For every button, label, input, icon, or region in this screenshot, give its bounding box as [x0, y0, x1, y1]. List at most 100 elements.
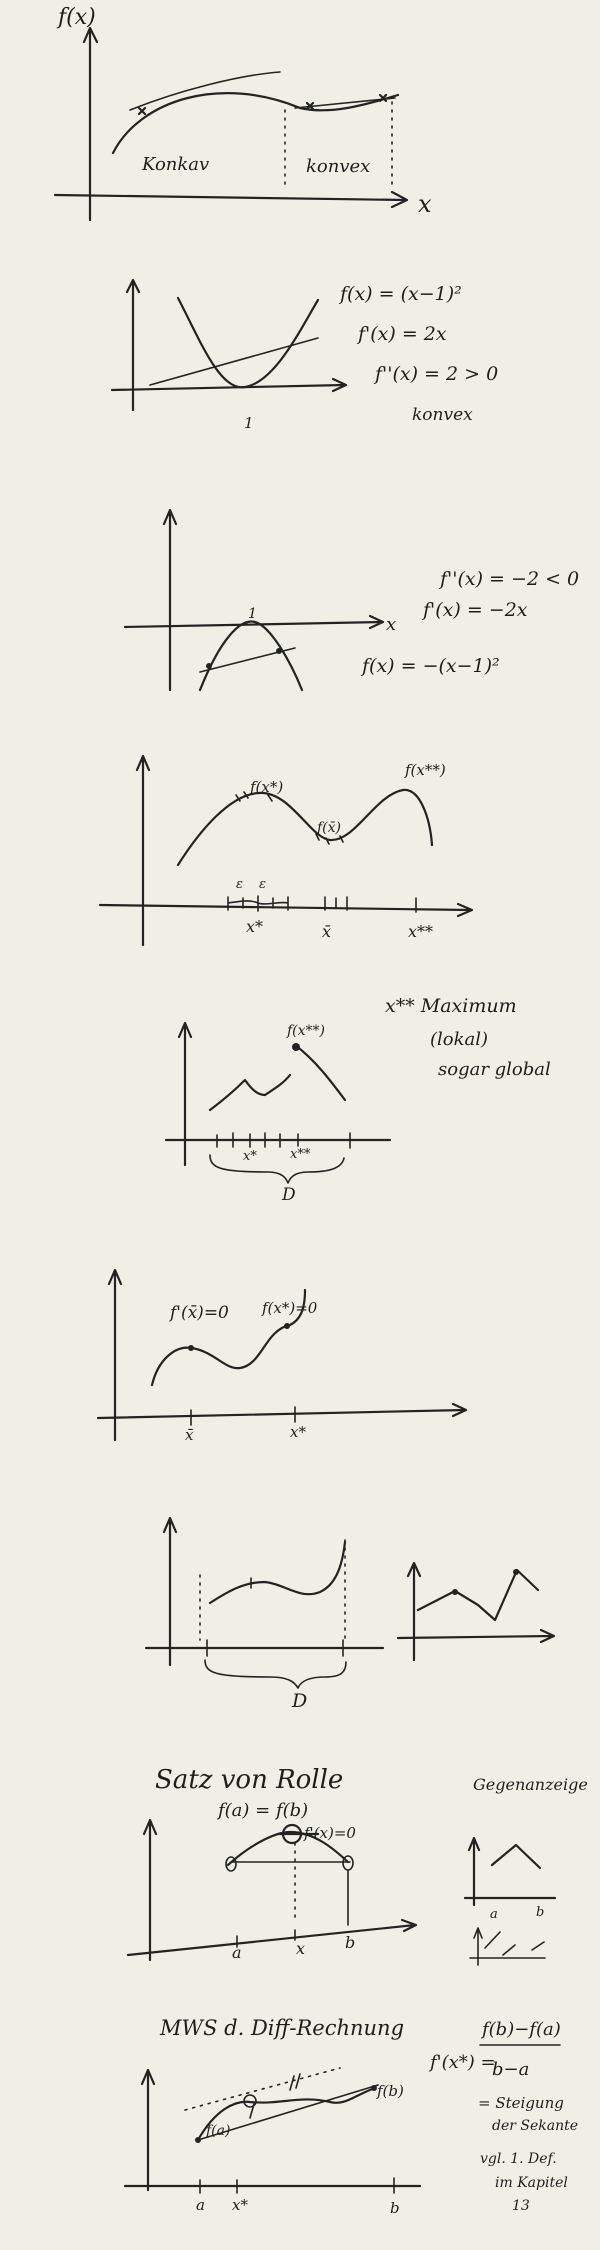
equation-f: f(x) = (x−1)² — [338, 283, 462, 305]
panel-mittelwertsatz: MWS d. Diff-Rechnung f'(x*) = f(b)−f(a) … — [123, 2016, 578, 2217]
panel-parabola-konvex: 1 f(x) = (x−1)² f'(x) = 2x f''(x) = 2 > … — [110, 278, 498, 432]
panel-rolle: Satz von Rolle f(a) = f(b) a x b f'(x)=0… — [126, 1765, 588, 1966]
label-f-xstarstar: f(x**) — [404, 761, 446, 779]
note-maximum: x** Maximum — [385, 995, 517, 1017]
label-xstar: x* — [246, 917, 263, 936]
y-axis — [82, 26, 99, 222]
axis-ticks — [199, 2177, 395, 2194]
curve-f — [111, 92, 400, 155]
title-gegenanzeige: Gegenanzeige — [473, 1775, 588, 1794]
side-y-axis — [406, 1561, 422, 1662]
domain-brace — [209, 1154, 345, 1184]
y-axis — [107, 1268, 123, 1442]
curve — [150, 1288, 307, 1387]
side-point — [513, 1569, 519, 1575]
label-epsilon-right: ε — [259, 877, 266, 892]
label-domain: D — [281, 1185, 296, 1205]
label-xstarstar: x** — [290, 1147, 311, 1162]
point-marker — [206, 663, 212, 669]
title-satz-von-rolle: Satz von Rolle — [155, 1765, 343, 1795]
panel-parabola-konkav: 1 x f''(x) = −2 < 0 f'(x) = −2x f(x) = −… — [123, 508, 579, 692]
y-axis-label: f(x) — [56, 5, 96, 30]
point-a — [195, 2137, 201, 2143]
x-axis-label: x — [418, 190, 432, 218]
x-axis-label: x — [386, 614, 396, 635]
marks — [206, 1577, 344, 1657]
x-axis — [98, 902, 474, 918]
note-lokal: (lokal) — [430, 1029, 488, 1050]
label-fb: f(b) — [376, 2082, 404, 2100]
y-axis — [135, 754, 151, 947]
label-b: b — [390, 2199, 400, 2217]
label-f-prime-zero: f'(x̄)=0 — [168, 1303, 229, 1323]
point-b — [371, 2085, 377, 2091]
note-steigung: = Steigung — [478, 2094, 564, 2112]
counter-example-2 — [469, 1927, 546, 1966]
parallel-marks — [249, 2073, 301, 2119]
y-axis — [162, 1516, 178, 1667]
max-point — [292, 1043, 300, 1051]
counter-y-axis — [467, 1836, 481, 1907]
label-xbar: x̄ — [185, 1426, 194, 1444]
note-sogar-global: sogar global — [438, 1059, 551, 1080]
label-xstar: x* — [290, 1423, 306, 1441]
side-curve — [416, 1568, 540, 1622]
secant-left — [129, 71, 281, 111]
secant — [197, 2084, 379, 2141]
y-axis — [140, 2068, 156, 2192]
neighborhood-marks — [235, 791, 344, 845]
counter-label-a: a — [490, 1907, 498, 1922]
x-axis — [126, 1918, 418, 1957]
label-f-xbar: f(x̄) — [316, 820, 341, 836]
label-xstar: x* — [232, 2196, 248, 2214]
panel-global-maximum: f(x**) x* x** D x** Maximum (lokal) soga… — [164, 995, 551, 1205]
label-f-prime-xstar: f'(x*) = — [428, 2052, 496, 2073]
label-domain: D — [291, 1690, 307, 1712]
side-x-axis — [396, 1628, 556, 1644]
label-f-xstar-zero: f(x*)=0 — [261, 1299, 318, 1317]
curve — [208, 1540, 347, 1605]
equation-f-double-prime: f''(x) = 2 > 0 — [373, 363, 498, 385]
y-axis — [142, 1818, 158, 1962]
panel-local-extrema: f(x*) f(x̄) f(x**) ε ε x* x̄ x** — [98, 754, 474, 947]
note-kapitel: im Kapitel — [495, 2175, 568, 2191]
parabola — [176, 296, 320, 389]
curve — [208, 1043, 347, 1112]
note-vgl-def: vgl. 1. Def. — [480, 2151, 557, 2167]
y-axis — [177, 1021, 193, 1167]
x-axis — [53, 190, 409, 209]
label-a: a — [196, 2196, 205, 2214]
panel-konkav-konvex: f(x) x Konkav konvex — [53, 5, 432, 222]
quotient-denominator: b−a — [492, 2059, 529, 2080]
touch-point-circle — [243, 2094, 257, 2108]
label-xbar: x̄ — [322, 922, 331, 941]
tangent-line — [149, 337, 319, 386]
label-xstarstar: x** — [408, 922, 433, 941]
stationary-point — [188, 1345, 194, 1351]
parallel-tangent — [184, 2067, 341, 2111]
note-13: 13 — [512, 2198, 530, 2214]
equation-f-prime: f'(x) = −2x — [421, 599, 528, 621]
label-epsilon-left: ε — [236, 877, 243, 892]
parabola-down — [198, 620, 304, 692]
curve — [226, 1830, 350, 1867]
marker — [137, 93, 388, 116]
tick-label: 1 — [244, 414, 254, 432]
x-axis — [123, 614, 385, 630]
epsilon-interval — [227, 895, 417, 913]
label-b: b — [345, 1933, 355, 1952]
domain-brace — [204, 1659, 347, 1689]
y-axis — [162, 508, 178, 692]
label-f-prime-zero: f'(x)=0 — [303, 1824, 356, 1842]
curve — [176, 788, 434, 867]
note-sekante: der Sekante — [492, 2118, 578, 2134]
side-point — [452, 1589, 458, 1595]
label-f-xstarstar: f(x**) — [286, 1023, 325, 1039]
equation-f-prime: f'(x) = 2x — [356, 323, 447, 345]
equation-fa-equals-fb: f(a) = f(b) — [216, 1800, 308, 1821]
quotient-numerator: f(b)−f(a) — [480, 2019, 561, 2040]
equation-f-double-prime: f''(x) = −2 < 0 — [438, 568, 579, 590]
counter-curve — [490, 1843, 542, 1870]
